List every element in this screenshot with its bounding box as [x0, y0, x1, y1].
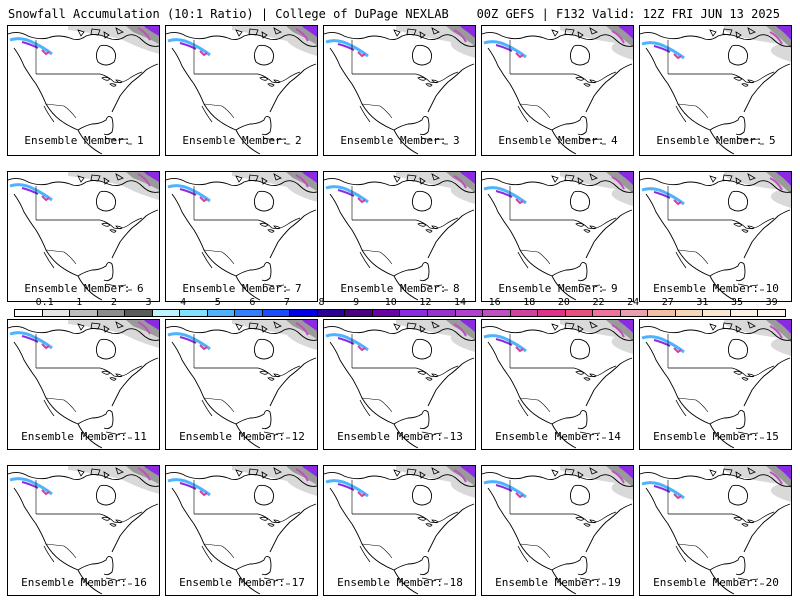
- colorbar-label: 5: [214, 297, 221, 308]
- ensemble-member-map-8: [323, 171, 476, 302]
- ensemble-member-map-3: [323, 25, 476, 156]
- ensemble-member-map-6: [7, 171, 160, 302]
- ensemble-member-caption-9: Ensemble Member: 9: [498, 282, 618, 295]
- colorbar-swatch: [15, 310, 43, 316]
- colorbar-label: 3: [145, 297, 152, 308]
- ensemble-member-map-4: [481, 25, 634, 156]
- colorbar-swatch: [758, 310, 785, 316]
- ensemble-member-caption-17: Ensemble Member: 17: [179, 576, 305, 589]
- colorbar-label: 22: [592, 297, 605, 308]
- ensemble-member-map-11: [7, 319, 160, 450]
- colorbar-label: 2: [110, 297, 117, 308]
- colorbar-label: 39: [765, 297, 778, 308]
- ensemble-member-caption-7: Ensemble Member: 7: [182, 282, 302, 295]
- colorbar-label: 24: [627, 297, 640, 308]
- ensemble-member-map-15: [639, 319, 792, 450]
- ensemble-member-caption-6: Ensemble Member: 6: [24, 282, 144, 295]
- ensemble-member-map-2: [165, 25, 318, 156]
- colorbar-swatch: [510, 310, 539, 316]
- colorbar-swatch: [345, 310, 373, 316]
- colorbar-label: 6: [249, 297, 256, 308]
- ensemble-member-map-17: [165, 465, 318, 596]
- colorbar-label: 8: [318, 297, 325, 308]
- ensemble-member-caption-14: Ensemble Member: 14: [495, 430, 621, 443]
- colorbar-swatch: [372, 310, 401, 316]
- colorbar-label: 0.1: [35, 297, 54, 308]
- colorbar-swatch: [593, 310, 621, 316]
- colorbar-swatch: [125, 310, 153, 316]
- ensemble-member-caption-10: Ensemble Member: 10: [653, 282, 779, 295]
- ensemble-member-map-7: [165, 171, 318, 302]
- ensemble-member-caption-12: Ensemble Member: 12: [179, 430, 305, 443]
- colorbar-swatch: [42, 310, 71, 316]
- colorbar-label: 12: [419, 297, 432, 308]
- colorbar-swatch: [703, 310, 731, 316]
- colorbar-swatch: [483, 310, 511, 316]
- colorbar-label: 14: [454, 297, 467, 308]
- colorbar-swatch: [400, 310, 428, 316]
- ensemble-member-caption-1: Ensemble Member: 1: [24, 134, 144, 147]
- ensemble-member-caption-11: Ensemble Member: 11: [21, 430, 147, 443]
- ensemble-member-map-16: [7, 465, 160, 596]
- ensemble-member-caption-15: Ensemble Member: 15: [653, 430, 779, 443]
- colorbar-swatch: [235, 310, 263, 316]
- ensemble-member-caption-19: Ensemble Member: 19: [495, 576, 621, 589]
- colorbar-swatch: [455, 310, 484, 316]
- ensemble-member-map-18: [323, 465, 476, 596]
- colorbar-swatch: [538, 310, 566, 316]
- map-title: Snowfall Accumulation (10:1 Ratio) | Col…: [8, 7, 449, 21]
- ensemble-member-map-20: [639, 465, 792, 596]
- ensemble-member-map-19: [481, 465, 634, 596]
- ensemble-member-caption-5: Ensemble Member: 5: [656, 134, 776, 147]
- colorbar-swatch: [207, 310, 236, 316]
- ensemble-member-map-10: [639, 171, 792, 302]
- ensemble-member-caption-16: Ensemble Member: 16: [21, 576, 147, 589]
- ensemble-member-map-5: [639, 25, 792, 156]
- ensemble-member-caption-20: Ensemble Member: 20: [653, 576, 779, 589]
- colorbar-swatch: [152, 310, 181, 316]
- ensemble-member-caption-13: Ensemble Member: 13: [337, 430, 463, 443]
- colorbar-swatch: [70, 310, 98, 316]
- colorbar-label: 27: [661, 297, 674, 308]
- ensemble-member-caption-4: Ensemble Member: 4: [498, 134, 618, 147]
- colorbar-label: 1: [76, 297, 83, 308]
- colorbar-swatch: [97, 310, 126, 316]
- colorbar-swatch: [180, 310, 208, 316]
- model-run-info: 00Z GEFS | F132 Valid: 12Z FRI JUN 13 20…: [476, 7, 780, 21]
- colorbar-label: 16: [488, 297, 501, 308]
- ensemble-member-map-13: [323, 319, 476, 450]
- colorbar-label: 18: [523, 297, 536, 308]
- ensemble-member-caption-2: Ensemble Member: 2: [182, 134, 302, 147]
- colorbar-swatch: [565, 310, 594, 316]
- ensemble-member-caption-3: Ensemble Member: 3: [340, 134, 460, 147]
- colorbar-swatch: [648, 310, 676, 316]
- colorbar-swatch: [675, 310, 704, 316]
- colorbar-swatch: [290, 310, 318, 316]
- colorbar-swatch: [427, 310, 456, 316]
- ensemble-member-map-1: [7, 25, 160, 156]
- colorbar-swatch: [620, 310, 649, 316]
- colorbar-swatch: [262, 310, 291, 316]
- ensemble-member-map-9: [481, 171, 634, 302]
- ensemble-member-caption-8: Ensemble Member: 8: [340, 282, 460, 295]
- colorbar-label: 9: [353, 297, 360, 308]
- colorbar-label: 31: [696, 297, 709, 308]
- colorbar-label: 4: [180, 297, 187, 308]
- colorbar-label: 10: [384, 297, 397, 308]
- colorbar-swatch: [317, 310, 346, 316]
- colorbar-labels: 0.1 1 2 3 4 5 6 7 8 9 10 12 14 16 18 20 22 24 27 31 35 39: [14, 297, 786, 308]
- ensemble-member-map-14: [481, 319, 634, 450]
- colorbar-label: 20: [557, 297, 570, 308]
- colorbar-label: 7: [283, 297, 290, 308]
- colorbar: [14, 309, 786, 317]
- ensemble-member-caption-18: Ensemble Member: 18: [337, 576, 463, 589]
- colorbar-label: 35: [730, 297, 744, 308]
- colorbar-swatch: [730, 310, 759, 316]
- ensemble-member-map-12: [165, 319, 318, 450]
